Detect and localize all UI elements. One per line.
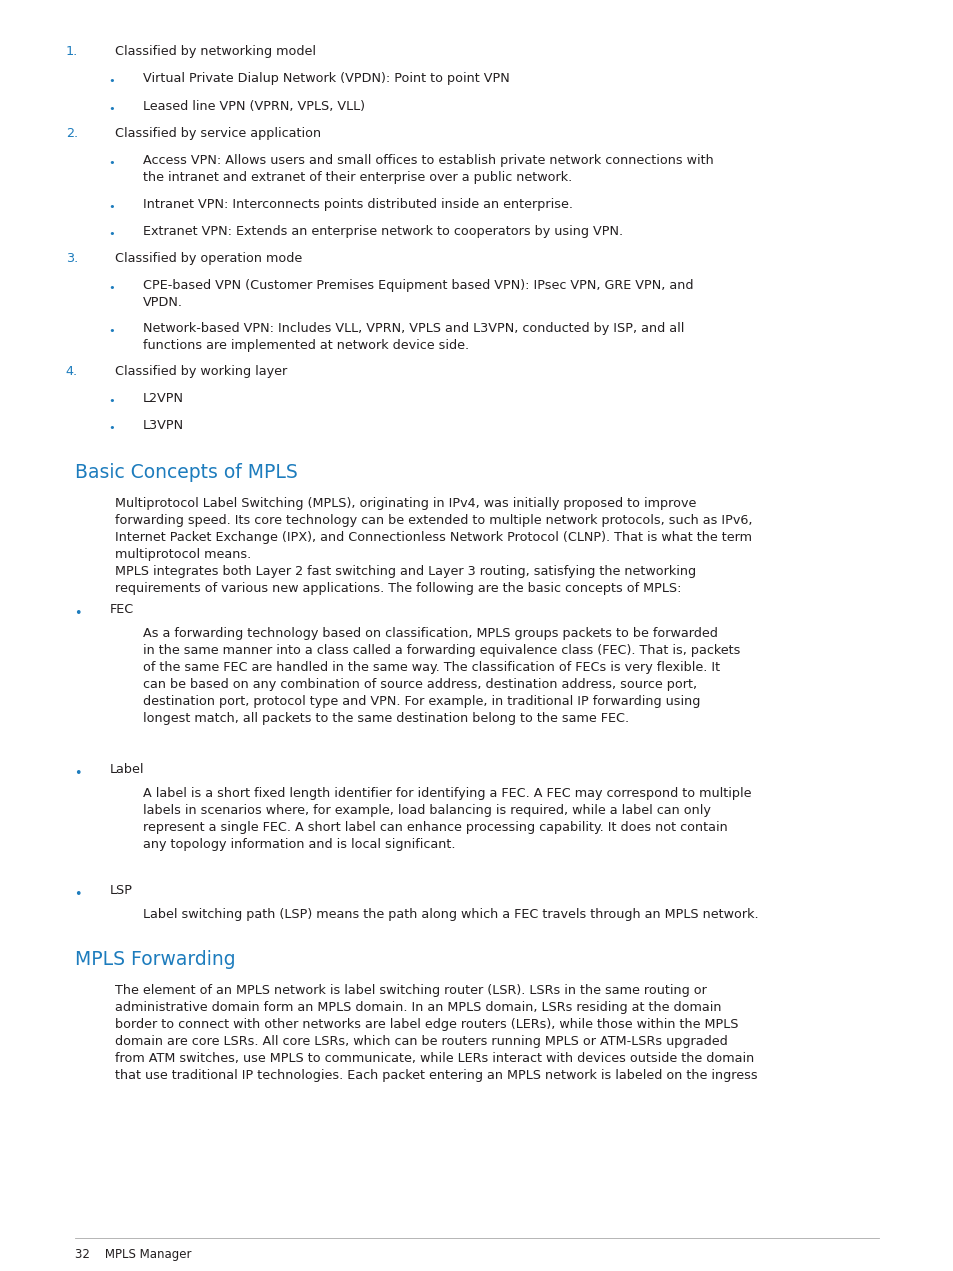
Text: L2VPN: L2VPN	[143, 391, 184, 405]
Text: Leased line VPN (VPRN, VPLS, VLL): Leased line VPN (VPRN, VPLS, VLL)	[143, 100, 365, 113]
Text: •: •	[109, 423, 115, 433]
Text: •: •	[109, 325, 115, 336]
Text: •: •	[109, 397, 115, 405]
Text: 2.: 2.	[66, 127, 78, 140]
Text: •: •	[109, 158, 115, 168]
Text: Access VPN: Allows users and small offices to establish private network connecti: Access VPN: Allows users and small offic…	[143, 154, 713, 184]
Text: LSP: LSP	[110, 885, 132, 897]
Text: 4.: 4.	[66, 365, 78, 377]
Text: Basic Concepts of MPLS: Basic Concepts of MPLS	[75, 463, 297, 482]
Text: Extranet VPN: Extends an enterprise network to cooperators by using VPN.: Extranet VPN: Extends an enterprise netw…	[143, 225, 622, 238]
Text: Classified by networking model: Classified by networking model	[115, 44, 315, 58]
Text: 1.: 1.	[66, 44, 78, 58]
Text: •: •	[74, 766, 82, 780]
Text: MPLS Forwarding: MPLS Forwarding	[75, 949, 235, 969]
Text: •: •	[109, 202, 115, 212]
Text: A label is a short fixed length identifier for identifying a FEC. A FEC may corr: A label is a short fixed length identifi…	[143, 787, 751, 852]
Text: The element of an MPLS network is label switching router (LSR). LSRs in the same: The element of an MPLS network is label …	[115, 984, 757, 1082]
Text: CPE-based VPN (Customer Premises Equipment based VPN): IPsec VPN, GRE VPN, and
V: CPE-based VPN (Customer Premises Equipme…	[143, 280, 693, 309]
Text: •: •	[109, 229, 115, 239]
Text: Network-based VPN: Includes VLL, VPRN, VPLS and L3VPN, conducted by ISP, and all: Network-based VPN: Includes VLL, VPRN, V…	[143, 322, 683, 352]
Text: Virtual Private Dialup Network (VPDN): Point to point VPN: Virtual Private Dialup Network (VPDN): P…	[143, 72, 509, 85]
Text: Multiprotocol Label Switching (MPLS), originating in IPv4, was initially propose: Multiprotocol Label Switching (MPLS), or…	[115, 497, 752, 561]
Text: •: •	[74, 888, 82, 901]
Text: Classified by service application: Classified by service application	[115, 127, 321, 140]
Text: MPLS integrates both Layer 2 fast switching and Layer 3 routing, satisfying the : MPLS integrates both Layer 2 fast switch…	[115, 566, 696, 595]
Text: Classified by working layer: Classified by working layer	[115, 365, 287, 377]
Text: Classified by operation mode: Classified by operation mode	[115, 252, 302, 264]
Text: •: •	[109, 76, 115, 86]
Text: FEC: FEC	[110, 602, 134, 616]
Text: 3.: 3.	[66, 252, 78, 264]
Text: Label switching path (LSP) means the path along which a FEC travels through an M: Label switching path (LSP) means the pat…	[143, 907, 758, 921]
Text: Label: Label	[110, 763, 144, 777]
Text: As a forwarding technology based on classification, MPLS groups packets to be fo: As a forwarding technology based on clas…	[143, 627, 740, 724]
Text: Intranet VPN: Interconnects points distributed inside an enterprise.: Intranet VPN: Interconnects points distr…	[143, 198, 573, 211]
Text: L3VPN: L3VPN	[143, 419, 184, 432]
Text: •: •	[74, 608, 82, 620]
Text: •: •	[109, 283, 115, 294]
Text: •: •	[109, 104, 115, 114]
Text: 32    MPLS Manager: 32 MPLS Manager	[75, 1248, 192, 1261]
